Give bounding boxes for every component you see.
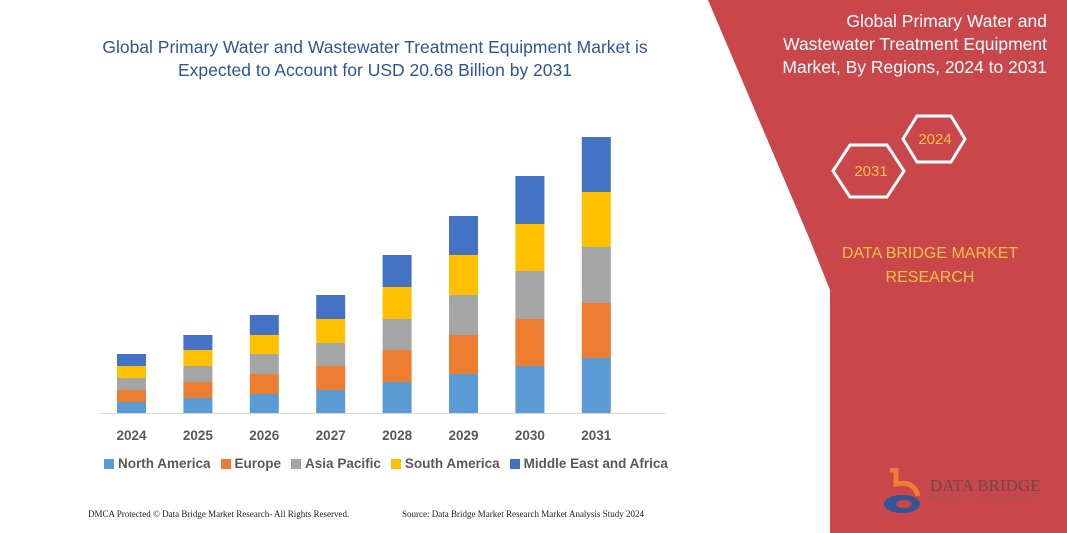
legend-item: Asia Pacific: [291, 456, 381, 471]
bar-segment-2027-north-america: [316, 390, 346, 413]
bar-segment-2030-asia-pacific: [515, 271, 545, 319]
x-tick-label: 2026: [249, 428, 280, 443]
data-bridge-logo-icon: [884, 468, 921, 513]
bar-segment-2029-europe: [449, 335, 478, 374]
stacked-bar-chart: 2024 2025 2026 2027 2028 2029 2030 2031: [100, 137, 665, 443]
bar-segment-2026-south-america: [249, 335, 279, 354]
legend-swatch: [390, 458, 401, 469]
legend-item: South America: [390, 456, 500, 471]
bar-segment-2031-middle-east-and-africa: [581, 137, 611, 192]
bar-segment-2026-asia-pacific: [249, 354, 279, 374]
legend-label: South America: [404, 456, 500, 471]
x-tick-label: 2024: [116, 428, 147, 443]
hex-2024: 2024: [918, 130, 952, 148]
x-tick-label: 2029: [448, 428, 478, 443]
legend-label: Asia Pacific: [305, 456, 381, 471]
x-tick-label: 2030: [515, 428, 545, 443]
brand-text: DATA BRIDGE MARKET RESEARCH: [841, 245, 1019, 286]
bar-segment-2024-europe: [117, 390, 146, 402]
footer-copyright: DMCA Protected © Data Bridge Market Rese…: [88, 509, 350, 519]
legend-swatch: [220, 458, 231, 469]
side-panel-title: Global Primary Water and Wastewater Trea…: [782, 11, 1047, 77]
bar-segment-2028-north-america: [382, 382, 412, 413]
bar-segment-2027-europe: [316, 366, 346, 390]
bar-segment-2026-europe: [249, 374, 279, 394]
bar-segment-2029-middle-east-and-africa: [449, 216, 478, 255]
legend-swatch: [509, 458, 520, 469]
logo-text: DATA BRIDGE: [930, 476, 1041, 495]
bar-segment-2030-middle-east-and-africa: [515, 176, 545, 224]
bar-segment-2024-south-america: [117, 366, 146, 378]
bar-segment-2028-asia-pacific: [382, 319, 412, 350]
bar-segment-2031-north-america: [581, 358, 611, 413]
hex-2031: 2031: [854, 162, 888, 180]
bar-segment-2026-north-america: [249, 394, 279, 413]
bar-segment-2027-asia-pacific: [316, 343, 346, 366]
bar-segment-2027-south-america: [316, 319, 346, 343]
bar-segment-2027-middle-east-and-africa: [316, 295, 346, 319]
chart-title: Global Primary Water and Wastewater Trea…: [102, 37, 648, 80]
bar-segment-2024-asia-pacific: [117, 378, 146, 390]
legend: North America Europe Asia Pacific South Ame…: [104, 456, 668, 471]
bar-segment-2030-europe: [515, 319, 545, 366]
bar-segment-2029-south-america: [449, 255, 478, 295]
bar-segment-2025-europe: [183, 382, 213, 398]
bar-segment-2025-north-america: [183, 398, 213, 413]
x-tick-label: 2031: [581, 428, 612, 443]
bar-segment-2025-south-america: [183, 350, 213, 366]
x-tick-label: 2025: [183, 428, 214, 443]
bar-segment-2025-asia-pacific: [183, 366, 213, 382]
bar-segment-2031-europe: [581, 303, 611, 358]
legend-item: Europe: [220, 456, 282, 471]
legend-item: Middle East and Africa: [509, 456, 668, 471]
x-tick-label: 2027: [316, 428, 346, 443]
bar-segment-2028-south-america: [382, 287, 412, 319]
legend-label: North America: [118, 456, 211, 471]
bar-segment-2029-north-america: [449, 374, 478, 413]
footer-source: Source: Data Bridge Market Research Mark…: [402, 509, 644, 519]
legend-label: Europe: [234, 456, 282, 471]
bar-segment-2025-middle-east-and-africa: [183, 335, 213, 350]
legend-swatch: [104, 458, 114, 469]
bar-segment-2024-north-america: [117, 402, 146, 413]
logo-subtext: MARKET RESEARCH: [931, 496, 1036, 502]
bar-segment-2031-asia-pacific: [581, 247, 611, 303]
bar-segment-2026-middle-east-and-africa: [249, 315, 279, 335]
hexagon-badges: [831, 114, 967, 199]
bar-segment-2030-north-america: [515, 366, 545, 413]
legend-swatch: [291, 458, 302, 469]
x-tick-label: 2028: [382, 428, 413, 443]
bar-segment-2028-middle-east-and-africa: [382, 255, 412, 287]
legend-item: North America: [104, 456, 211, 471]
bar-segment-2030-south-america: [515, 224, 545, 271]
bar-segment-2029-asia-pacific: [449, 295, 478, 335]
legend-label: Middle East and Africa: [523, 456, 668, 471]
bar-segment-2031-south-america: [581, 192, 611, 247]
bar-segment-2024-middle-east-and-africa: [117, 354, 146, 366]
bar-segment-2028-europe: [382, 350, 412, 382]
